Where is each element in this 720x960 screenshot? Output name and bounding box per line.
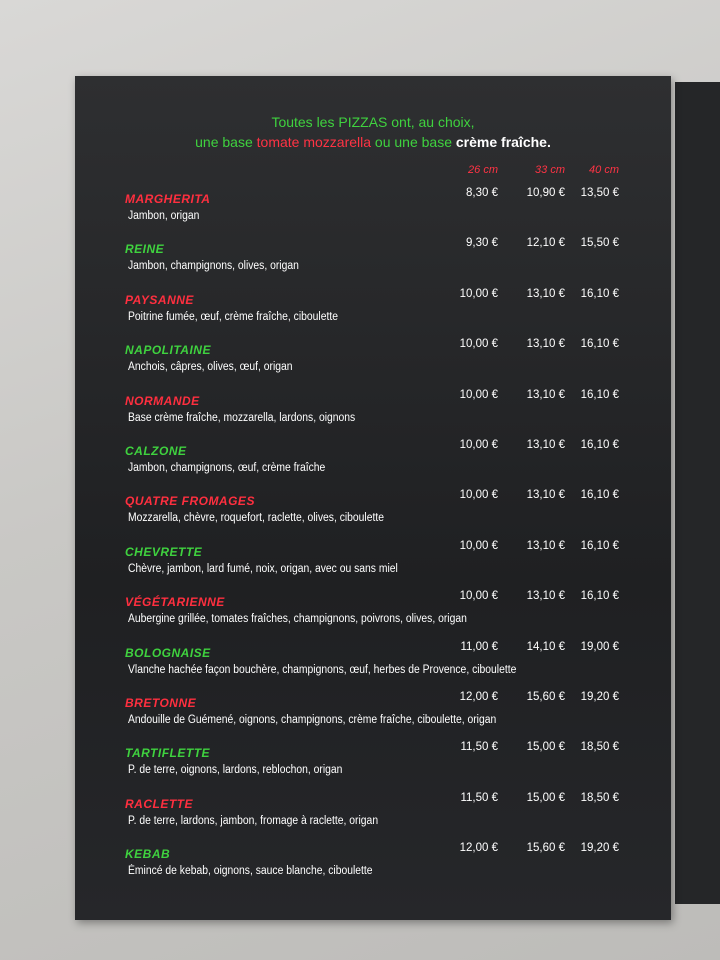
price: 18,50 € — [580, 791, 619, 804]
pizza-name: VÉGÉTARIENNE — [125, 595, 225, 610]
pizza-description: Base crème fraîche, mozzarella, lardons,… — [128, 411, 356, 424]
pizza-name: NORMANDE — [125, 393, 200, 408]
size-label: 33 cm — [535, 164, 565, 176]
price: 10,00 € — [459, 590, 498, 603]
header-segment: tomate mozzarella — [256, 134, 372, 150]
price: 15,60 € — [526, 842, 565, 855]
price: 15,00 € — [526, 791, 565, 804]
menu-page: Toutes les PIZZAS ont, au choix, une bas… — [75, 76, 671, 920]
pizza-name: BRETONNE — [125, 696, 197, 710]
price: 13,50 € — [580, 187, 619, 199]
price: 12,00 € — [459, 842, 498, 855]
pizza-description: Jambon, origan — [128, 210, 200, 222]
price: 14,10 € — [526, 640, 565, 653]
pizza-description: Mozzarella, chèvre, roquefort, raclette,… — [128, 512, 385, 525]
pizza-description: Jambon, champignons, œuf, crème fraîche — [128, 462, 326, 474]
pizza-name: MARGHERITA — [125, 192, 211, 206]
price: 15,50 € — [580, 237, 619, 250]
pizza-name: CALZONE — [125, 444, 187, 458]
price: 12,10 € — [526, 237, 565, 250]
pizza-name: PAYSANNE — [125, 292, 194, 307]
pizza-name: CHEVRETTE — [125, 544, 203, 559]
header-segment: crème fraîche. — [455, 134, 551, 150]
price: 10,90 € — [526, 187, 565, 199]
price: 13,10 € — [526, 439, 565, 451]
price: 19,20 € — [580, 842, 619, 855]
price: 10,00 € — [459, 539, 498, 552]
pizza-name: BOLOGNAISE — [125, 645, 211, 660]
price: 11,50 € — [460, 741, 498, 754]
price: 15,60 € — [526, 691, 565, 703]
price: 13,10 € — [526, 388, 565, 401]
pizza-description: Andouille de Guémené, oignons, champigno… — [128, 714, 497, 726]
price: 16,10 € — [580, 439, 619, 451]
pizza-name: QUATRE FROMAGES — [125, 494, 255, 509]
size-label: 40 cm — [589, 164, 619, 176]
price: 11,50 € — [460, 791, 498, 804]
pizza-description: Émincé de kebab, oignons, sauce blanche,… — [128, 865, 373, 878]
price: 18,50 € — [580, 741, 619, 754]
price: 13,10 € — [526, 489, 565, 502]
price: 10,00 € — [459, 287, 498, 300]
pizza-name: TARTIFLETTE — [125, 746, 211, 761]
pizza-name: REINE — [125, 242, 165, 257]
price: 13,10 € — [526, 287, 565, 300]
price: 19,20 € — [580, 691, 619, 703]
pizza-name: NAPOLITAINE — [125, 343, 211, 358]
pizza-name: RACLETTE — [125, 796, 193, 811]
price: 10,00 € — [459, 489, 498, 502]
price: 13,10 € — [526, 338, 565, 351]
pizza-name: KEBAB — [125, 847, 171, 862]
price: 13,10 € — [526, 590, 565, 603]
pizza-description: Jambon, champignons, olives, origan — [128, 260, 299, 273]
pizza-description: Anchois, câpres, olives, œuf, origan — [128, 361, 293, 374]
price: 16,10 € — [580, 489, 619, 502]
price: 10,00 € — [459, 338, 498, 351]
price: 19,00 € — [580, 640, 619, 653]
price: 8,30 € — [466, 187, 498, 199]
price: 16,10 € — [580, 287, 619, 300]
header-line: une base tomate mozzarella ou une base c… — [75, 134, 671, 150]
size-label: 26 cm — [468, 164, 498, 176]
header-line: Toutes les PIZZAS ont, au choix, — [271, 114, 475, 130]
price: 12,00 € — [459, 691, 498, 703]
pizza-description: P. de terre, oignons, lardons, reblochon… — [128, 764, 343, 777]
price: 9,30 € — [466, 237, 498, 250]
price: 10,00 € — [459, 439, 498, 451]
price: 16,10 € — [580, 388, 619, 401]
price: 13,10 € — [526, 539, 565, 552]
pizza-description: Vlanche hachée façon bouchère, champigno… — [128, 663, 517, 676]
price: 11,00 € — [460, 640, 498, 653]
price: 10,00 € — [459, 388, 498, 401]
price: 16,10 € — [580, 539, 619, 552]
price: 16,10 € — [580, 338, 619, 351]
pizza-description: Chèvre, jambon, lard fumé, noix, origan,… — [128, 562, 398, 575]
header-segment: ou une base — [371, 134, 456, 150]
pizza-description: P. de terre, lardons, jambon, fromage à … — [128, 814, 379, 827]
pizza-description: Poitrine fumée, œuf, crème fraîche, cibo… — [128, 310, 338, 323]
pizza-description: Aubergine grillée, tomates fraîches, cha… — [128, 613, 467, 626]
next-page — [675, 82, 720, 904]
header-segment: une base — [195, 134, 257, 150]
price: 15,00 € — [526, 741, 565, 754]
price: 16,10 € — [580, 590, 619, 603]
